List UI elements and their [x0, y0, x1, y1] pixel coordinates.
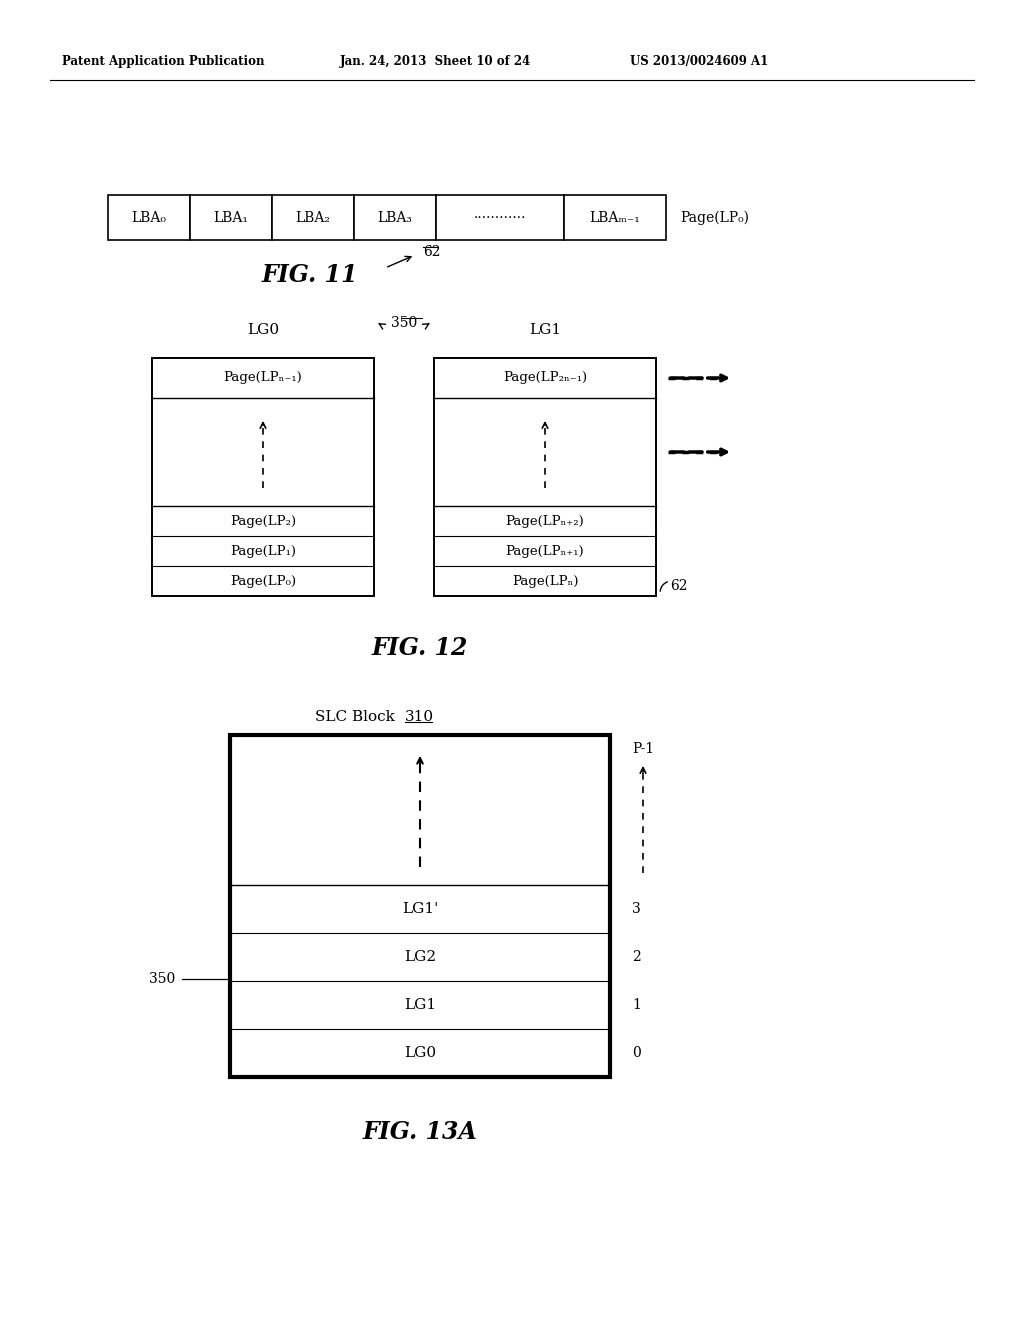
Text: 350: 350 — [391, 315, 417, 330]
Text: Patent Application Publication: Patent Application Publication — [62, 55, 264, 69]
Text: LBA₂: LBA₂ — [296, 210, 331, 224]
Text: Page(LP₀): Page(LP₀) — [680, 210, 749, 224]
Text: 3: 3 — [632, 902, 641, 916]
Text: Page(LP₂): Page(LP₂) — [230, 515, 296, 528]
Text: 62: 62 — [423, 246, 440, 259]
Text: LBA₃: LBA₃ — [378, 210, 413, 224]
Text: SLC Block: SLC Block — [315, 710, 400, 723]
Text: Page(LPₙ₊₂): Page(LPₙ₊₂) — [506, 515, 585, 528]
Bar — [436, 195, 564, 240]
Text: US 2013/0024609 A1: US 2013/0024609 A1 — [630, 55, 768, 69]
Text: LG1: LG1 — [529, 323, 561, 337]
Bar — [272, 195, 354, 240]
Text: FIG. 12: FIG. 12 — [372, 636, 468, 660]
Bar — [108, 195, 190, 240]
Text: Page(LP₁): Page(LP₁) — [230, 544, 296, 557]
Text: Page(LP₂ₙ₋₁): Page(LP₂ₙ₋₁) — [503, 371, 587, 384]
Text: Page(LPₙ₊₁): Page(LPₙ₊₁) — [506, 544, 585, 557]
Text: 1: 1 — [632, 998, 641, 1012]
Text: Jan. 24, 2013  Sheet 10 of 24: Jan. 24, 2013 Sheet 10 of 24 — [340, 55, 531, 69]
Bar — [354, 195, 436, 240]
Text: LBAₘ₋₁: LBAₘ₋₁ — [590, 210, 640, 224]
Bar — [190, 195, 272, 240]
Bar — [564, 195, 666, 240]
Text: LG0: LG0 — [247, 323, 280, 337]
Text: ············: ············ — [474, 210, 526, 224]
Text: Page(LP₀): Page(LP₀) — [230, 574, 296, 587]
Text: LBA₀: LBA₀ — [131, 210, 167, 224]
Text: Page(LPₙ): Page(LPₙ) — [512, 574, 579, 587]
Text: LG1': LG1' — [401, 902, 438, 916]
Text: FIG. 11: FIG. 11 — [262, 263, 358, 286]
Text: P-1: P-1 — [632, 742, 654, 756]
Text: LG2: LG2 — [403, 950, 436, 964]
Text: LG0: LG0 — [403, 1045, 436, 1060]
Text: LG1: LG1 — [403, 998, 436, 1012]
Text: 62: 62 — [670, 579, 687, 593]
Bar — [230, 735, 610, 1077]
Text: 350: 350 — [148, 972, 175, 986]
Text: 0: 0 — [632, 1045, 641, 1060]
Text: 310: 310 — [406, 710, 434, 723]
Bar — [152, 358, 374, 597]
Bar — [434, 358, 656, 597]
Text: Page(LPₙ₋₁): Page(LPₙ₋₁) — [223, 371, 302, 384]
Text: LBA₁: LBA₁ — [214, 210, 249, 224]
Text: 2: 2 — [632, 950, 641, 964]
Text: FIG. 13A: FIG. 13A — [362, 1119, 477, 1144]
